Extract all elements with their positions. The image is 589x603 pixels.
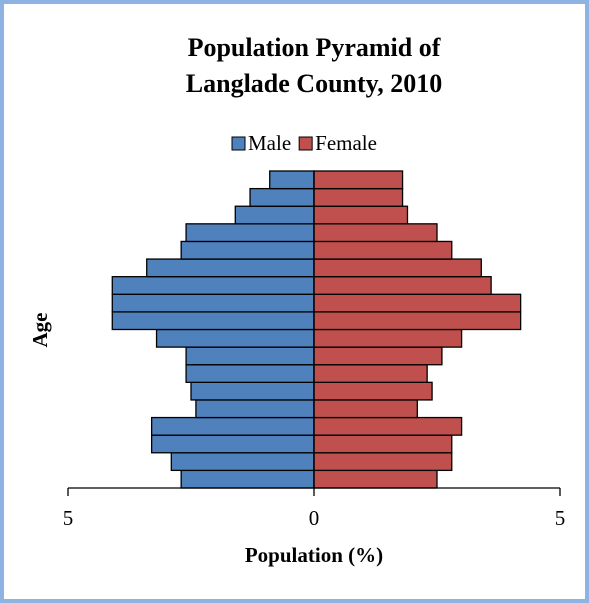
bar	[313, 469, 438, 489]
chart-title: Population Pyramid of	[188, 33, 441, 62]
bar	[155, 328, 315, 348]
bar	[185, 346, 315, 366]
chart-subtitle: Langlade County, 2010	[186, 69, 442, 98]
bar	[234, 205, 315, 225]
bar	[313, 364, 428, 383]
bar	[269, 170, 315, 190]
bar	[249, 187, 315, 207]
bar	[313, 187, 404, 207]
bar	[111, 276, 315, 295]
bar	[111, 311, 315, 331]
bar	[170, 452, 315, 472]
x-tick-label: 0	[309, 506, 320, 530]
legend-swatch	[298, 136, 313, 151]
bar	[195, 399, 315, 419]
legend-label: Male	[248, 131, 291, 155]
y-axis-label: Age	[28, 313, 52, 348]
x-axis-label: Population (%)	[245, 543, 383, 567]
legend-swatch	[231, 136, 246, 151]
bar	[313, 170, 404, 190]
bar	[180, 469, 315, 489]
bar	[313, 328, 463, 348]
bar	[313, 399, 418, 419]
bar	[313, 205, 409, 225]
bar	[313, 293, 522, 313]
bar	[313, 223, 438, 243]
x-tick-label: 5	[555, 506, 566, 530]
bar	[313, 452, 453, 472]
x-tick-label: 5	[63, 506, 74, 530]
bar	[150, 434, 315, 454]
bar	[111, 293, 315, 313]
bar	[313, 276, 492, 295]
bar	[313, 434, 453, 454]
bar	[190, 381, 315, 401]
bar	[313, 258, 482, 278]
bar	[313, 346, 443, 366]
bar	[313, 311, 522, 331]
bar	[313, 240, 453, 260]
bar	[150, 416, 315, 436]
bar	[313, 416, 463, 436]
legend-label: Female	[315, 131, 377, 155]
bar	[180, 240, 315, 260]
bar	[146, 258, 315, 278]
bar	[185, 223, 315, 243]
bar	[313, 381, 433, 401]
bar	[185, 364, 315, 383]
